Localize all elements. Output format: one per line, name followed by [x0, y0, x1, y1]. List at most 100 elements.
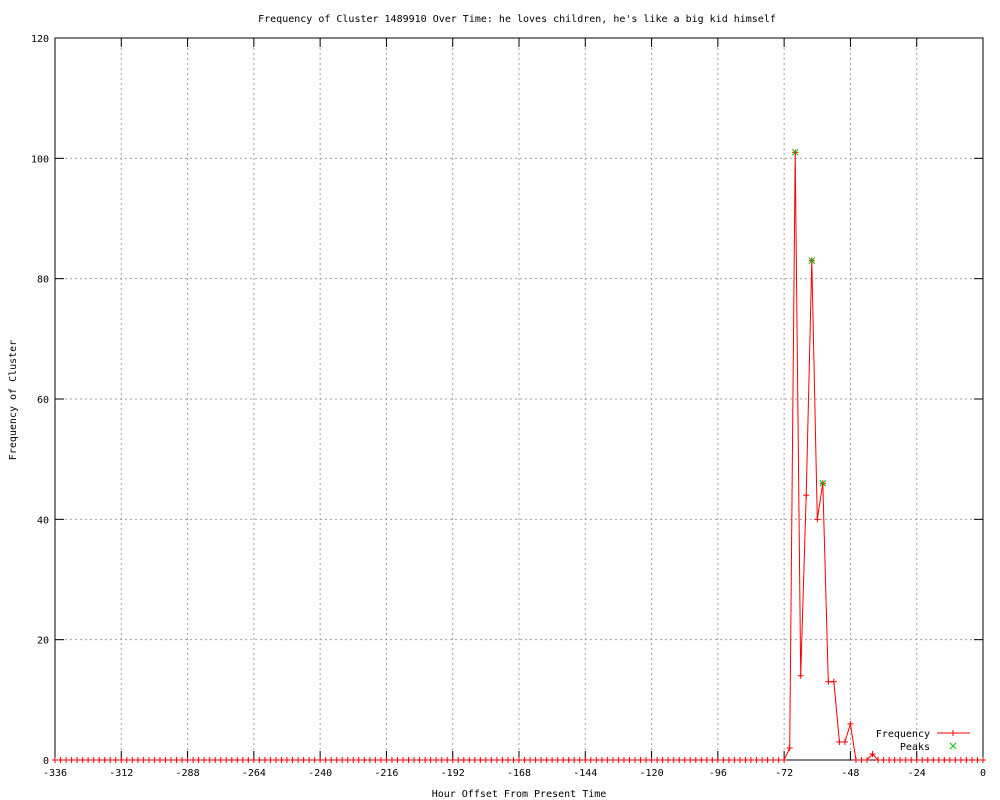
frequency-point	[355, 757, 362, 763]
frequency-point	[289, 757, 296, 763]
frequency-point	[836, 738, 843, 745]
frequency-point	[576, 757, 583, 763]
frequency-point	[770, 757, 777, 763]
y-tick-label: 20	[37, 636, 49, 647]
frequency-point	[587, 757, 594, 763]
frequency-point	[261, 757, 268, 763]
frequency-point	[295, 757, 302, 763]
y-tick-label: 80	[37, 275, 49, 286]
frequency-point	[692, 757, 699, 763]
frequency-point	[118, 757, 125, 763]
frequency-point	[924, 757, 931, 763]
frequency-point	[736, 757, 743, 763]
frequency-point	[96, 757, 103, 763]
frequency-point	[63, 757, 70, 763]
frequency-point	[322, 757, 329, 763]
legend-marker-frequency	[950, 730, 956, 736]
frequency-point	[405, 757, 412, 763]
frequency-point	[422, 757, 429, 763]
frequency-point	[538, 757, 545, 763]
frequency-point	[74, 757, 81, 763]
x-tick-label: 0	[980, 768, 986, 779]
x-tick-label: -168	[507, 768, 531, 779]
frequency-point	[449, 757, 456, 763]
frequency-point	[974, 757, 981, 763]
legend: Frequency Peaks	[876, 729, 970, 753]
frequency-point	[632, 757, 638, 763]
x-tick-label: -216	[374, 768, 398, 779]
frequency-point	[720, 757, 727, 763]
frequency-point	[168, 757, 174, 763]
frequency-point	[206, 757, 213, 763]
frequency-point	[134, 757, 141, 763]
frequency-point	[156, 757, 163, 763]
frequency-point	[339, 757, 346, 763]
frequency-point	[814, 516, 821, 523]
frequency-point	[493, 757, 500, 763]
x-tick-label: -264	[242, 768, 266, 779]
frequency-point	[162, 757, 169, 763]
frequency-point	[532, 757, 539, 763]
x-tick-label: -96	[709, 768, 727, 779]
frequency-point	[935, 757, 942, 763]
frequency-point	[267, 757, 274, 763]
frequency-point	[830, 678, 837, 685]
frequency-point	[411, 757, 418, 763]
frequency-point	[609, 757, 616, 763]
frequency-point	[499, 757, 506, 763]
legend-marker-peaks	[949, 742, 957, 750]
frequency-point	[908, 757, 915, 763]
frequency-point	[604, 757, 611, 763]
frequency-point	[438, 757, 445, 763]
frequency-point	[333, 757, 340, 763]
frequency-point	[239, 757, 246, 763]
x-tick-label: -24	[908, 768, 926, 779]
frequency-point	[173, 757, 180, 763]
frequency-point	[372, 757, 379, 763]
frequency-point	[554, 757, 561, 763]
frequency-point	[615, 757, 622, 763]
frequency-point	[228, 757, 235, 763]
frequency-point	[344, 757, 351, 763]
x-tick-label: -144	[573, 768, 597, 779]
frequency-point	[841, 738, 848, 745]
frequency-point	[234, 757, 241, 763]
frequency-point	[433, 757, 440, 763]
frequency-point	[300, 757, 307, 763]
x-tick-label: -120	[640, 768, 664, 779]
grid	[55, 38, 983, 760]
x-tick-label: -240	[308, 768, 332, 779]
axis-ticks: -336 -312 -288 -264 -240 -216 -192 -168 -144 -120…	[31, 34, 986, 779]
frequency-point	[383, 757, 390, 763]
frequency-point	[847, 720, 854, 727]
frequency-point	[670, 757, 677, 763]
frequency-point	[919, 757, 926, 763]
frequency-point	[184, 757, 191, 763]
frequency-point	[748, 757, 754, 763]
frequency-point	[891, 757, 898, 763]
frequency-point	[306, 757, 313, 763]
frequency-point	[709, 757, 716, 763]
frequency-point	[886, 757, 893, 763]
frequency-point	[416, 757, 423, 763]
frequency-point	[510, 757, 517, 763]
frequency-point	[145, 757, 152, 763]
frequency-point	[477, 757, 484, 763]
frequency-point	[626, 757, 633, 763]
frequency-point	[85, 757, 92, 763]
frequency-point	[223, 757, 230, 763]
x-tick-label: -72	[775, 768, 793, 779]
frequency-point	[455, 757, 462, 763]
x-axis-label: Hour Offset From Present Time	[432, 789, 607, 800]
frequency-point	[681, 757, 688, 763]
frequency-point	[897, 757, 904, 763]
frequency-point	[880, 757, 887, 763]
legend-label-frequency: Frequency	[876, 729, 930, 740]
frequency-point	[869, 750, 876, 757]
frequency-point	[107, 757, 114, 763]
frequency-point	[620, 757, 627, 763]
frequency-point	[482, 757, 489, 763]
frequency-point	[875, 757, 882, 763]
frequency-point	[698, 757, 705, 763]
frequency-point	[714, 757, 721, 763]
